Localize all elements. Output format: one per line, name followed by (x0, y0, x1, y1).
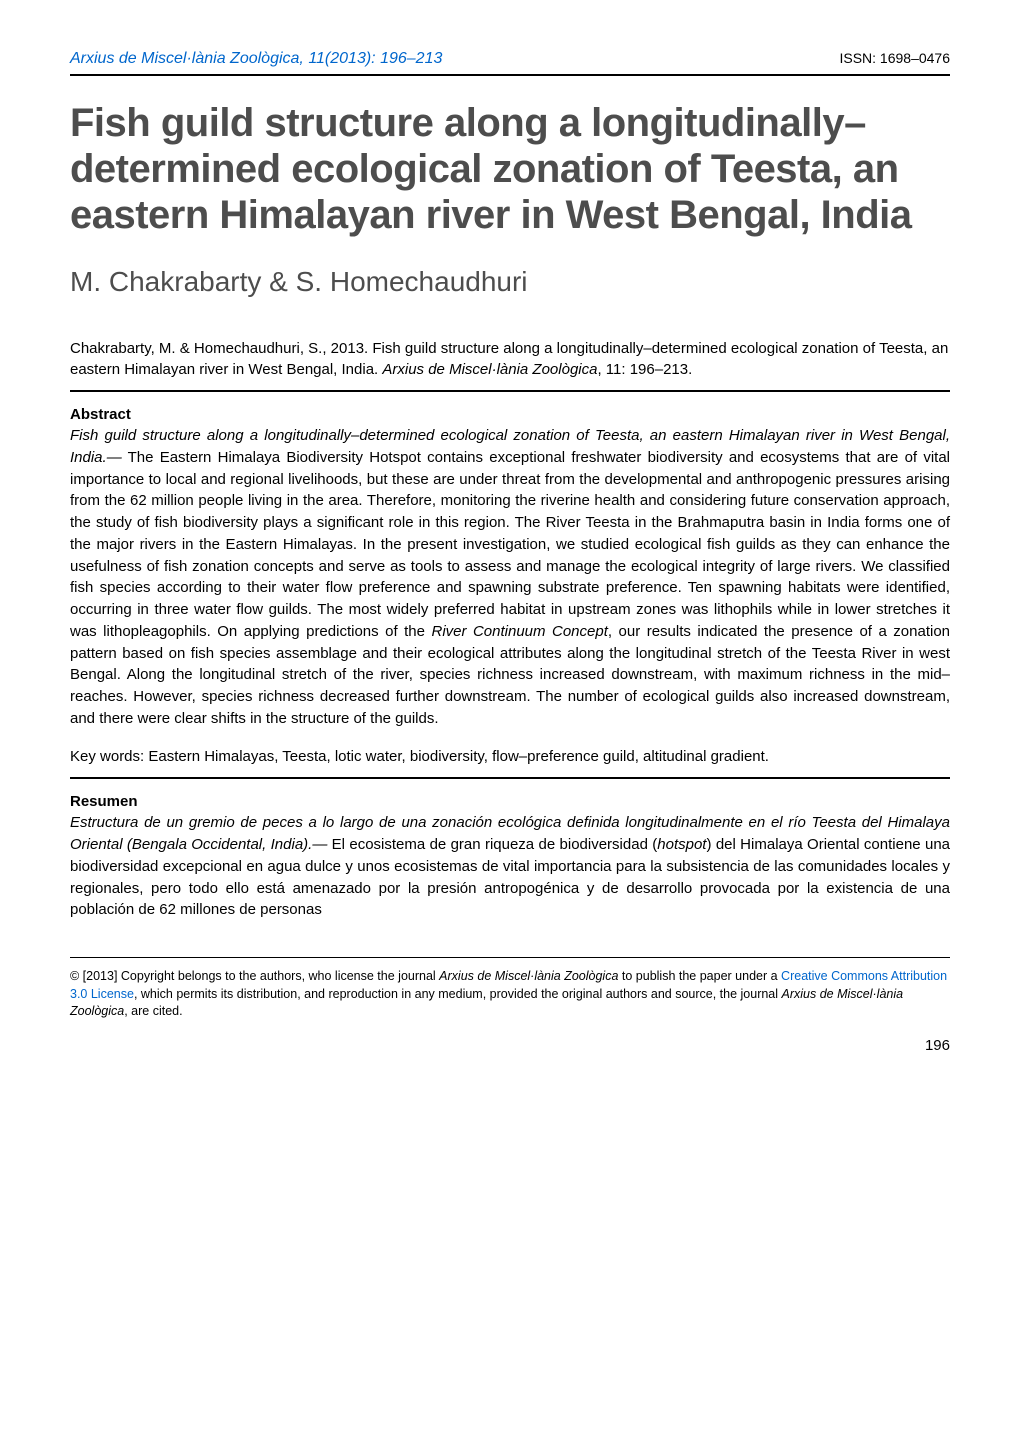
citation-text-after: , 11: 196–213. (597, 361, 692, 378)
divider-rule (70, 390, 950, 392)
copyright-journal1: Arxius de Miscel·lània Zoològica (439, 969, 618, 983)
citation-journal: Arxius de Miscel·lània Zoològica (382, 361, 597, 378)
article-title: Fish guild structure along a longitudina… (70, 100, 950, 238)
citation-block: Chakrabarty, M. & Homechaudhuri, S., 201… (70, 338, 950, 380)
issn-label: ISSN: 1698–0476 (839, 50, 950, 66)
copyright-part3: , which permits its distribution, and re… (134, 987, 782, 1001)
copyright-part2: to publish the paper under a (618, 969, 781, 983)
header-bar: Arxius de Miscel·lània Zoològica, 11(201… (70, 50, 950, 76)
journal-reference: Arxius de Miscel·lània Zoològica, 11(201… (70, 50, 442, 68)
resumen-heading: Resumen (70, 793, 950, 810)
copyright-part1: © [2013] Copyright belongs to the author… (70, 969, 439, 983)
footer-divider (70, 957, 950, 958)
authors: M. Chakrabarty & S. Homechaudhuri (70, 266, 950, 298)
rcc-italic: River Continuum Concept (431, 623, 607, 640)
divider-rule (70, 777, 950, 779)
abstract-body-1: The Eastern Himalaya Biodiversity Hotspo… (70, 449, 950, 640)
abstract-heading: Abstract (70, 406, 950, 423)
resumen-paragraph: Estructura de un gremio de peces a lo la… (70, 812, 950, 921)
abstract-paragraph: Fish guild structure along a longitudina… (70, 425, 950, 730)
copyright-part4: , are cited. (124, 1004, 182, 1018)
page-number: 196 (70, 1037, 950, 1054)
keywords-line: Key words: Eastern Himalayas, Teesta, lo… (70, 746, 950, 768)
hotspot-italic: hotspot (657, 836, 706, 853)
copyright-notice: © [2013] Copyright belongs to the author… (70, 968, 950, 1021)
resumen-body-1: El ecosistema de gran riqueza de biodive… (327, 836, 657, 853)
